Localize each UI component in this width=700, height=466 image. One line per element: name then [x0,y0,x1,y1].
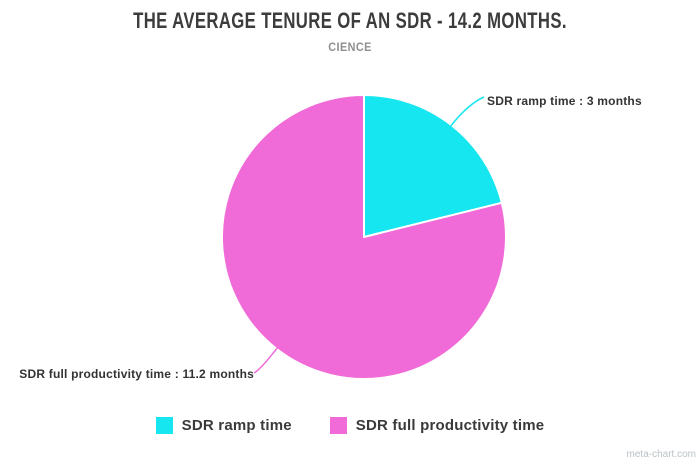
callout-ramp-time: SDR ramp time : 3 months [487,94,642,108]
callout-full-productivity-time: SDR full productivity time : 11.2 months [19,367,254,381]
legend-label-ramp-time: SDR ramp time [181,417,292,434]
leader-line-0 [449,96,485,128]
legend-swatch-ramp-time [155,417,173,434]
chart-title: THE AVERAGE TENURE OF AN SDR - 14.2 MONT… [133,8,567,33]
legend: SDR ramp time SDR full productivity time [0,417,700,434]
legend-item-full-productivity-time[interactable]: SDR full productivity time [329,417,545,434]
legend-swatch-full-productivity-time [329,417,347,434]
watermark: meta-chart.com [626,449,696,460]
leader-line-1 [253,346,279,374]
chart-subtitle: CIENCE [328,40,372,54]
legend-item-ramp-time[interactable]: SDR ramp time [155,417,292,434]
legend-label-full-productivity-time: SDR full productivity time [355,417,545,434]
